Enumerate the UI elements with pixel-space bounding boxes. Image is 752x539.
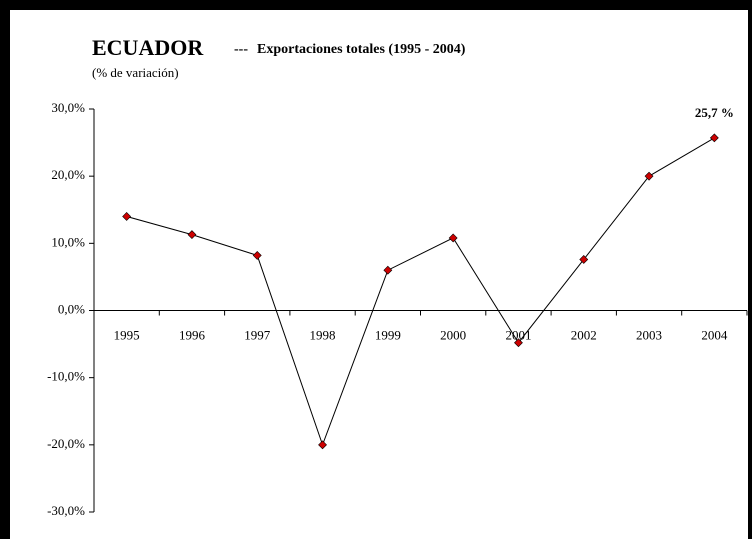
plot-background <box>10 10 748 539</box>
y-tick-label: -30,0% <box>47 503 85 518</box>
x-tick-label: 2003 <box>636 327 662 342</box>
data-label: 25,7 % <box>695 105 734 120</box>
x-tick-label: 1997 <box>244 327 271 342</box>
marker <box>318 440 327 450</box>
chart-title: ECUADOR <box>92 35 204 60</box>
marker <box>122 212 132 221</box>
y-tick-label: 0,0% <box>58 301 85 316</box>
y-tick-label: 20,0% <box>51 167 85 182</box>
x-tick-label: 1995 <box>114 327 140 342</box>
marker <box>448 233 458 243</box>
x-tick-label: 2004 <box>701 327 728 342</box>
x-tick-label: 1996 <box>179 327 206 342</box>
y-tick-label: 10,0% <box>51 234 85 249</box>
marker <box>709 133 719 143</box>
x-tick-label: 2001 <box>505 327 531 342</box>
chart-subtitle: Exportaciones totales (1995 - 2004) <box>257 42 466 57</box>
marker <box>383 265 393 275</box>
x-tick-label: 2002 <box>571 327 597 342</box>
marker <box>187 230 197 240</box>
chart-title-separator: --- <box>234 42 248 57</box>
line <box>126 137 715 447</box>
marker <box>252 250 262 260</box>
marker <box>579 255 589 264</box>
marker <box>644 171 654 181</box>
y-axis-label: (% de variación) <box>92 65 179 80</box>
y-tick-label: 30,0% <box>51 100 85 115</box>
y-tick-label: -10,0% <box>47 369 85 384</box>
x-tick-label: 2000 <box>440 327 466 342</box>
x-tick-label: 1999 <box>375 327 401 342</box>
x-tick-label: 1998 <box>310 327 336 342</box>
y-tick-label: -20,0% <box>47 436 85 451</box>
marker <box>514 338 523 348</box>
